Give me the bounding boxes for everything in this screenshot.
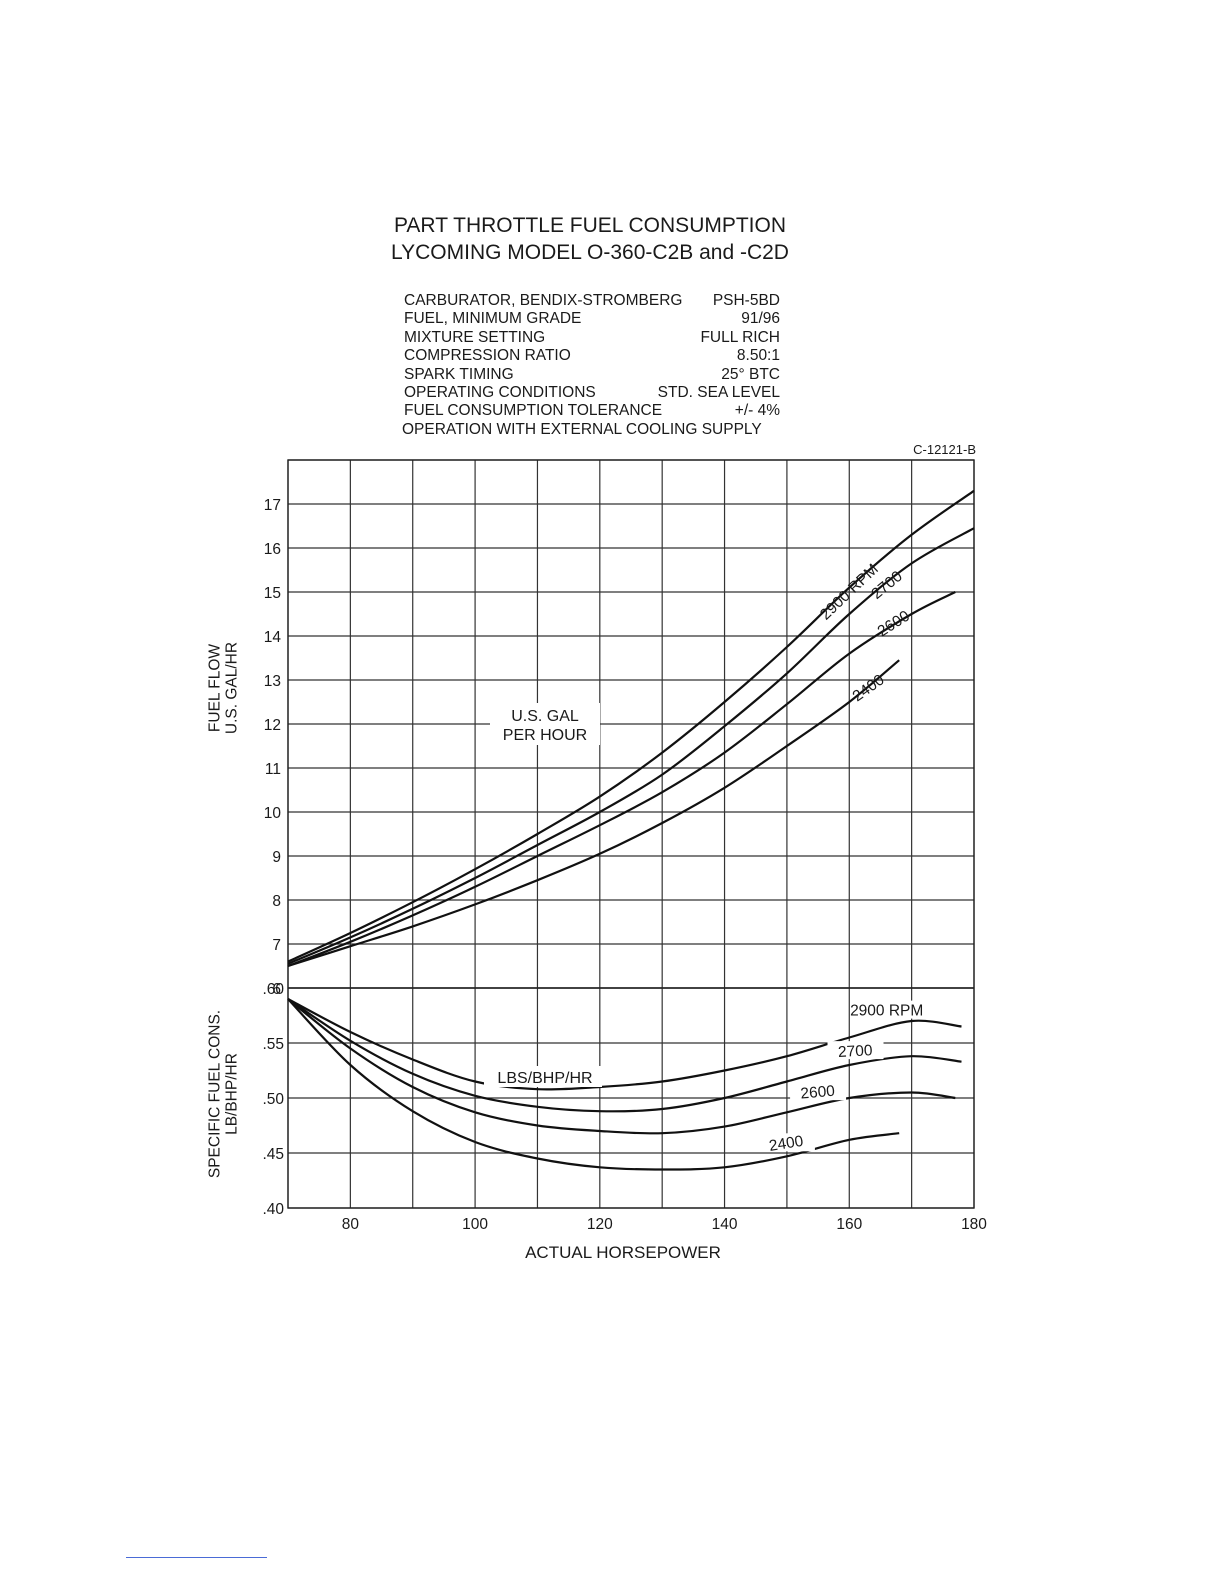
spec-label: COMPRESSION RATIO xyxy=(404,347,571,365)
spec-note: OPERATION WITH EXTERNAL COOLING SUPPLY xyxy=(402,421,762,438)
label-knockout xyxy=(827,1041,884,1060)
spec-label: CARBURATOR, BENDIX-STROMBERG xyxy=(404,292,683,309)
label-knockout xyxy=(758,1133,815,1152)
y-tick-label: 15 xyxy=(264,585,281,602)
x-tick-label: 100 xyxy=(462,1216,488,1233)
series-line xyxy=(287,998,900,1171)
y-tick-label: 10 xyxy=(264,805,282,822)
spec-value: PSH-5BD xyxy=(712,292,780,309)
spec-row: MIXTURE SETTING FULL RICH xyxy=(404,329,780,347)
spec-label: MIXTURE SETTING xyxy=(404,328,546,346)
footer-rule xyxy=(126,1557,267,1558)
label-knockout xyxy=(858,1000,915,1019)
y-tick-label: .60 xyxy=(262,981,284,998)
series-line xyxy=(287,998,956,1135)
spec-label: SPARK TIMING xyxy=(404,365,514,383)
chart-subtitle: LYCOMING MODEL O-360-C2B and -C2D xyxy=(391,241,789,264)
spec-label: FUEL, MINIMUM GRADE xyxy=(404,310,582,328)
spec-value: 91/96 xyxy=(741,310,780,328)
spec-value: 25° BTC xyxy=(721,365,780,383)
y-tick-label: 17 xyxy=(264,497,281,514)
y-tick-label: 9 xyxy=(272,849,281,866)
spec-value: 8.50:1 xyxy=(736,347,780,365)
annotation-knockout xyxy=(484,1066,602,1087)
y-axis-label: FUEL FLOW xyxy=(207,644,224,732)
y-tick-label: 6 xyxy=(272,981,281,998)
spec-label: FUEL CONSUMPTION TOLERANCE xyxy=(404,402,663,420)
drawing-code: C-12121-B xyxy=(913,442,976,457)
series-label: 2900 RPM xyxy=(850,1003,923,1020)
series-label: 2700 xyxy=(838,1042,874,1061)
series-label: 2600 xyxy=(800,1083,836,1103)
series-label: 2400 xyxy=(768,1133,805,1155)
spec-value: STD. SEA LEVEL xyxy=(657,384,780,402)
x-tick-label: 80 xyxy=(342,1216,360,1233)
y-tick-label: 7 xyxy=(272,937,281,954)
y-tick-label: 12 xyxy=(264,717,281,734)
x-tick-label: 160 xyxy=(836,1216,862,1233)
panel-annotation: PER HOUR xyxy=(503,727,587,744)
spec-table: CARBURATOR, BENDIX-STROMBERG PSH-5BD FUEL… xyxy=(404,292,780,421)
y-axis-label: SPECIFIC FUEL CONS. xyxy=(207,1010,224,1178)
spec-label: OPERATING CONDITIONS xyxy=(404,384,596,402)
plot-border xyxy=(287,459,975,1209)
chart-title: PART THROTTLE FUEL CONSUMPTION xyxy=(393,214,787,237)
spec-value: +/- 4% xyxy=(734,402,780,420)
x-tick-label: 120 xyxy=(587,1216,613,1233)
y-tick-label: 13 xyxy=(264,673,281,690)
y-tick-label: .50 xyxy=(262,1091,284,1108)
spec-row: CARBURATOR, BENDIX-STROMBERG PSH-5BD xyxy=(404,292,780,310)
y-tick-label: 8 xyxy=(272,893,281,910)
series-line xyxy=(287,998,962,1091)
panel-annotation: LBS/BHP/HR xyxy=(497,1070,592,1087)
y-tick-label: .55 xyxy=(262,1036,284,1053)
series-line xyxy=(287,998,962,1113)
series-line xyxy=(287,489,975,963)
y-tick-label: 14 xyxy=(264,629,282,646)
series-line xyxy=(287,659,900,968)
series-line xyxy=(287,527,975,965)
x-tick-label: 140 xyxy=(712,1216,738,1233)
spec-row: COMPRESSION RATIO 8.50:1 xyxy=(404,347,780,365)
spec-row: FUEL CONSUMPTION TOLERANCE +/- 4% xyxy=(404,402,780,420)
y-axis-label: LB/BHP/HR xyxy=(224,1053,241,1135)
x-axis-label: ACTUAL HORSEPOWER xyxy=(525,1243,721,1262)
spec-row: FUEL, MINIMUM GRADE 91/96 xyxy=(404,310,780,328)
y-tick-label: .45 xyxy=(262,1146,284,1163)
y-tick-label: 16 xyxy=(264,541,281,558)
y-tick-label: .40 xyxy=(262,1201,284,1218)
spec-row: SPARK TIMING 25° BTC xyxy=(404,366,780,384)
label-knockout xyxy=(790,1082,847,1101)
x-tick-label: 180 xyxy=(961,1216,987,1233)
y-tick-label: 11 xyxy=(265,761,281,778)
panel-annotation: U.S. GAL xyxy=(511,708,579,725)
y-axis-label: U.S. GAL/HR xyxy=(224,642,241,734)
series-line xyxy=(287,591,956,968)
series-label: 2400 xyxy=(850,671,888,705)
spec-value: FULL RICH xyxy=(700,328,780,346)
annotation-knockout xyxy=(490,703,600,745)
spec-row: OPERATING CONDITIONS STD. SEA LEVEL xyxy=(404,384,780,402)
